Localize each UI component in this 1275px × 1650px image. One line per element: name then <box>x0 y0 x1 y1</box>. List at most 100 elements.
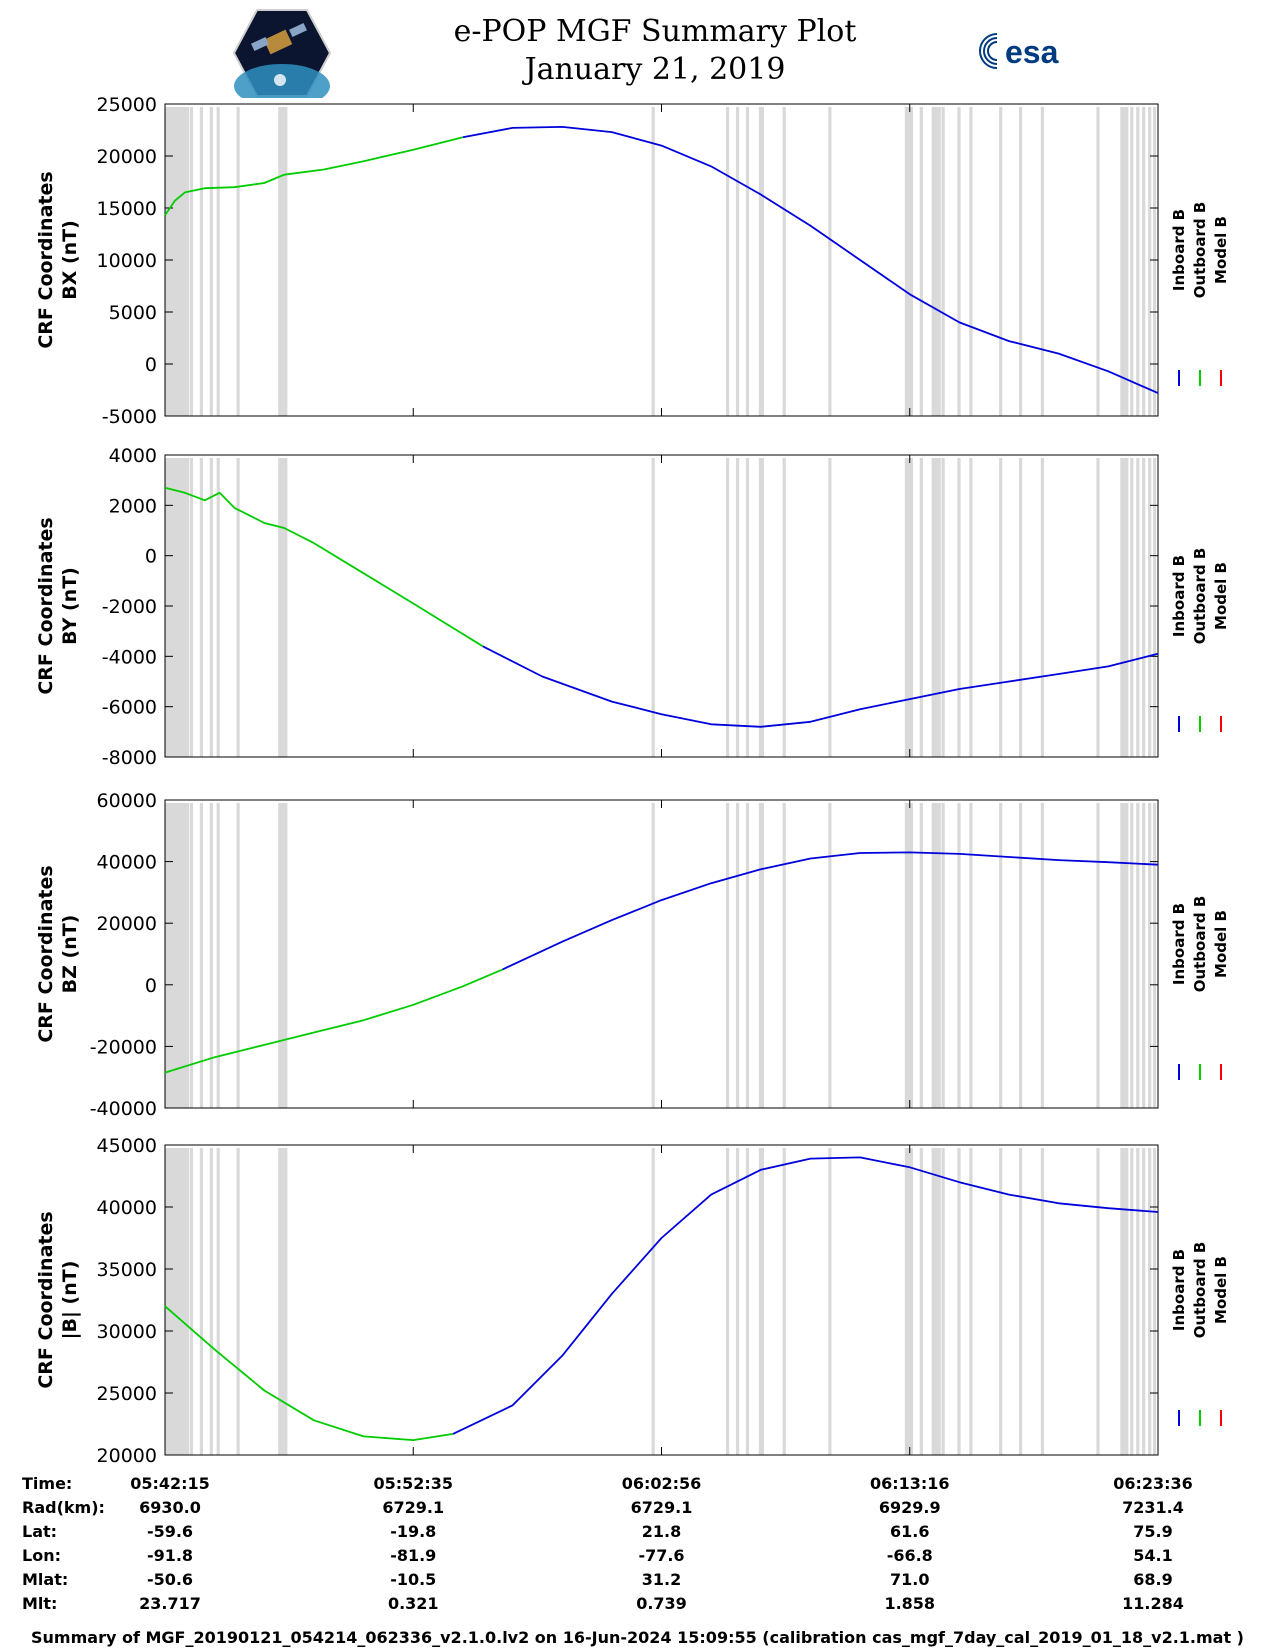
data-gap-bar <box>1136 1148 1140 1455</box>
data-gap-bar <box>919 803 923 1108</box>
ephemeris-value: 68.9 <box>1133 1570 1173 1589</box>
y-axis-label-line1: CRF Coordinates <box>35 1211 57 1388</box>
data-gap-bar <box>999 1148 1003 1455</box>
y-tick-label: -4000 <box>102 646 157 668</box>
y-tick-label: 40000 <box>97 1197 157 1219</box>
y-axis-label-line2: BZ (nT) <box>59 915 81 994</box>
ephemeris-value: 6729.1 <box>630 1498 693 1517</box>
series-line-inboard-b <box>502 851 1159 971</box>
data-gap-bar <box>934 107 938 416</box>
data-gap-bar <box>782 803 786 1108</box>
data-gap-bar <box>931 458 935 757</box>
ephemeris-row-label: Rad(km): <box>22 1498 105 1517</box>
data-gap-bar <box>1019 107 1023 416</box>
ephemeris-row-label: Lon: <box>22 1546 61 1565</box>
data-gap-bar <box>179 1148 184 1455</box>
data-gap-bar <box>176 458 181 757</box>
series-line-inboard-b <box>452 1156 1159 1435</box>
data-gap-bar <box>906 458 910 757</box>
panel-1: 25000 20000 15000 10000 5000 0 -5000 CRF Coordi… <box>35 94 1230 428</box>
data-gap-bar <box>736 458 740 757</box>
data-gap-bar <box>176 1148 181 1455</box>
data-gap-bar <box>937 803 941 1108</box>
legend-label: Inboard B <box>1170 209 1188 291</box>
legend-label: Inboard B <box>1170 903 1188 985</box>
data-gap-bar <box>236 458 240 757</box>
ephemeris-value: 0.321 <box>387 1594 439 1613</box>
data-gap-bar <box>173 107 178 416</box>
data-gap-bar <box>957 1148 961 1455</box>
y-axis-label-line1: CRF Coordinates <box>35 865 57 1042</box>
y-axis-label-line2: BY (nT) <box>59 567 81 645</box>
data-gap-bar <box>284 107 288 416</box>
data-gap-bar <box>941 803 945 1108</box>
data-gap-bar <box>969 803 973 1108</box>
data-gap-bar <box>969 1148 973 1455</box>
ephemeris-value: 0.739 <box>636 1594 687 1613</box>
ephemeris-value: 6930.0 <box>139 1498 201 1517</box>
data-gap-bar <box>1136 803 1140 1108</box>
data-gap-bar <box>904 107 908 416</box>
y-axis-label-line2: BX (nT) <box>59 220 81 300</box>
ephemeris-value: 31.2 <box>641 1570 682 1589</box>
ephemeris-value: -59.6 <box>146 1522 194 1541</box>
y-tick-label: 5000 <box>109 302 157 324</box>
footer-summary: Summary of MGF_20190121_054214_062336_v2… <box>31 1628 1244 1647</box>
data-gap-bar <box>760 107 764 416</box>
data-gap-bar <box>1122 107 1126 416</box>
plot-frame <box>164 454 1159 758</box>
data-gap-bar <box>957 803 961 1108</box>
data-gap-bar <box>651 107 655 416</box>
data-gap-bar <box>999 458 1003 757</box>
data-gap-bar <box>909 803 913 1108</box>
data-gap-bar <box>1125 803 1129 1108</box>
data-gap-bar <box>171 107 175 416</box>
data-gap-bar <box>969 107 973 416</box>
data-gap-bar <box>176 803 181 1108</box>
data-gap-bar <box>179 803 184 1108</box>
y-tick-label: 0 <box>145 975 157 997</box>
data-gap-bar <box>726 803 730 1108</box>
y-tick-label: -6000 <box>102 697 157 719</box>
ephemeris-value: 06:02:56 <box>621 1474 702 1493</box>
ephemeris-value: 06:13:16 <box>869 1474 950 1493</box>
ephemeris-value: -81.9 <box>390 1546 437 1565</box>
data-gap-bar <box>165 107 169 416</box>
data-gap-bar <box>828 803 832 1108</box>
data-gap-bar <box>828 1148 832 1455</box>
y-axis-label-line1: CRF Coordinates <box>35 517 57 694</box>
data-gap-bar <box>999 107 1003 416</box>
data-gap-bar <box>171 458 175 757</box>
ephemeris-row-label: Mlt: <box>22 1594 58 1613</box>
data-gap-bar <box>209 107 213 416</box>
data-gap-bar <box>1153 1148 1157 1455</box>
data-gap-bar <box>278 803 282 1108</box>
data-gap-bar <box>236 107 240 416</box>
data-gap-bar <box>284 803 288 1108</box>
data-gap-bar <box>1142 458 1146 757</box>
legend-label: Inboard B <box>1170 1249 1188 1331</box>
data-gap-bar <box>278 458 282 757</box>
y-tick-label: 60000 <box>97 790 157 812</box>
data-gap-bar <box>745 107 750 416</box>
data-gap-bar <box>726 1148 730 1455</box>
data-gap-bar <box>1120 1148 1124 1455</box>
data-gap-bar <box>182 803 187 1108</box>
data-gap-bar <box>828 107 832 416</box>
data-gap-bar <box>736 803 740 1108</box>
data-gap-bar <box>934 1148 938 1455</box>
data-gap-bar <box>1019 1148 1023 1455</box>
data-gap-bar <box>904 803 908 1108</box>
ephemeris-value: 11.284 <box>1122 1594 1184 1613</box>
y-tick-label: 25000 <box>97 94 157 116</box>
data-gap-bar <box>182 458 187 757</box>
data-gap-bar <box>919 1148 923 1455</box>
ephemeris-value: 61.6 <box>890 1522 930 1541</box>
data-gap-bar <box>173 1148 178 1455</box>
data-gap-bar <box>1148 458 1152 757</box>
data-gap-bar <box>1153 803 1157 1108</box>
y-axis-label-line2: |B| (nT) <box>59 1261 81 1340</box>
data-gap-bar <box>216 1148 220 1455</box>
series-line-outboard-b <box>164 486 484 648</box>
data-gap-bar <box>906 107 910 416</box>
